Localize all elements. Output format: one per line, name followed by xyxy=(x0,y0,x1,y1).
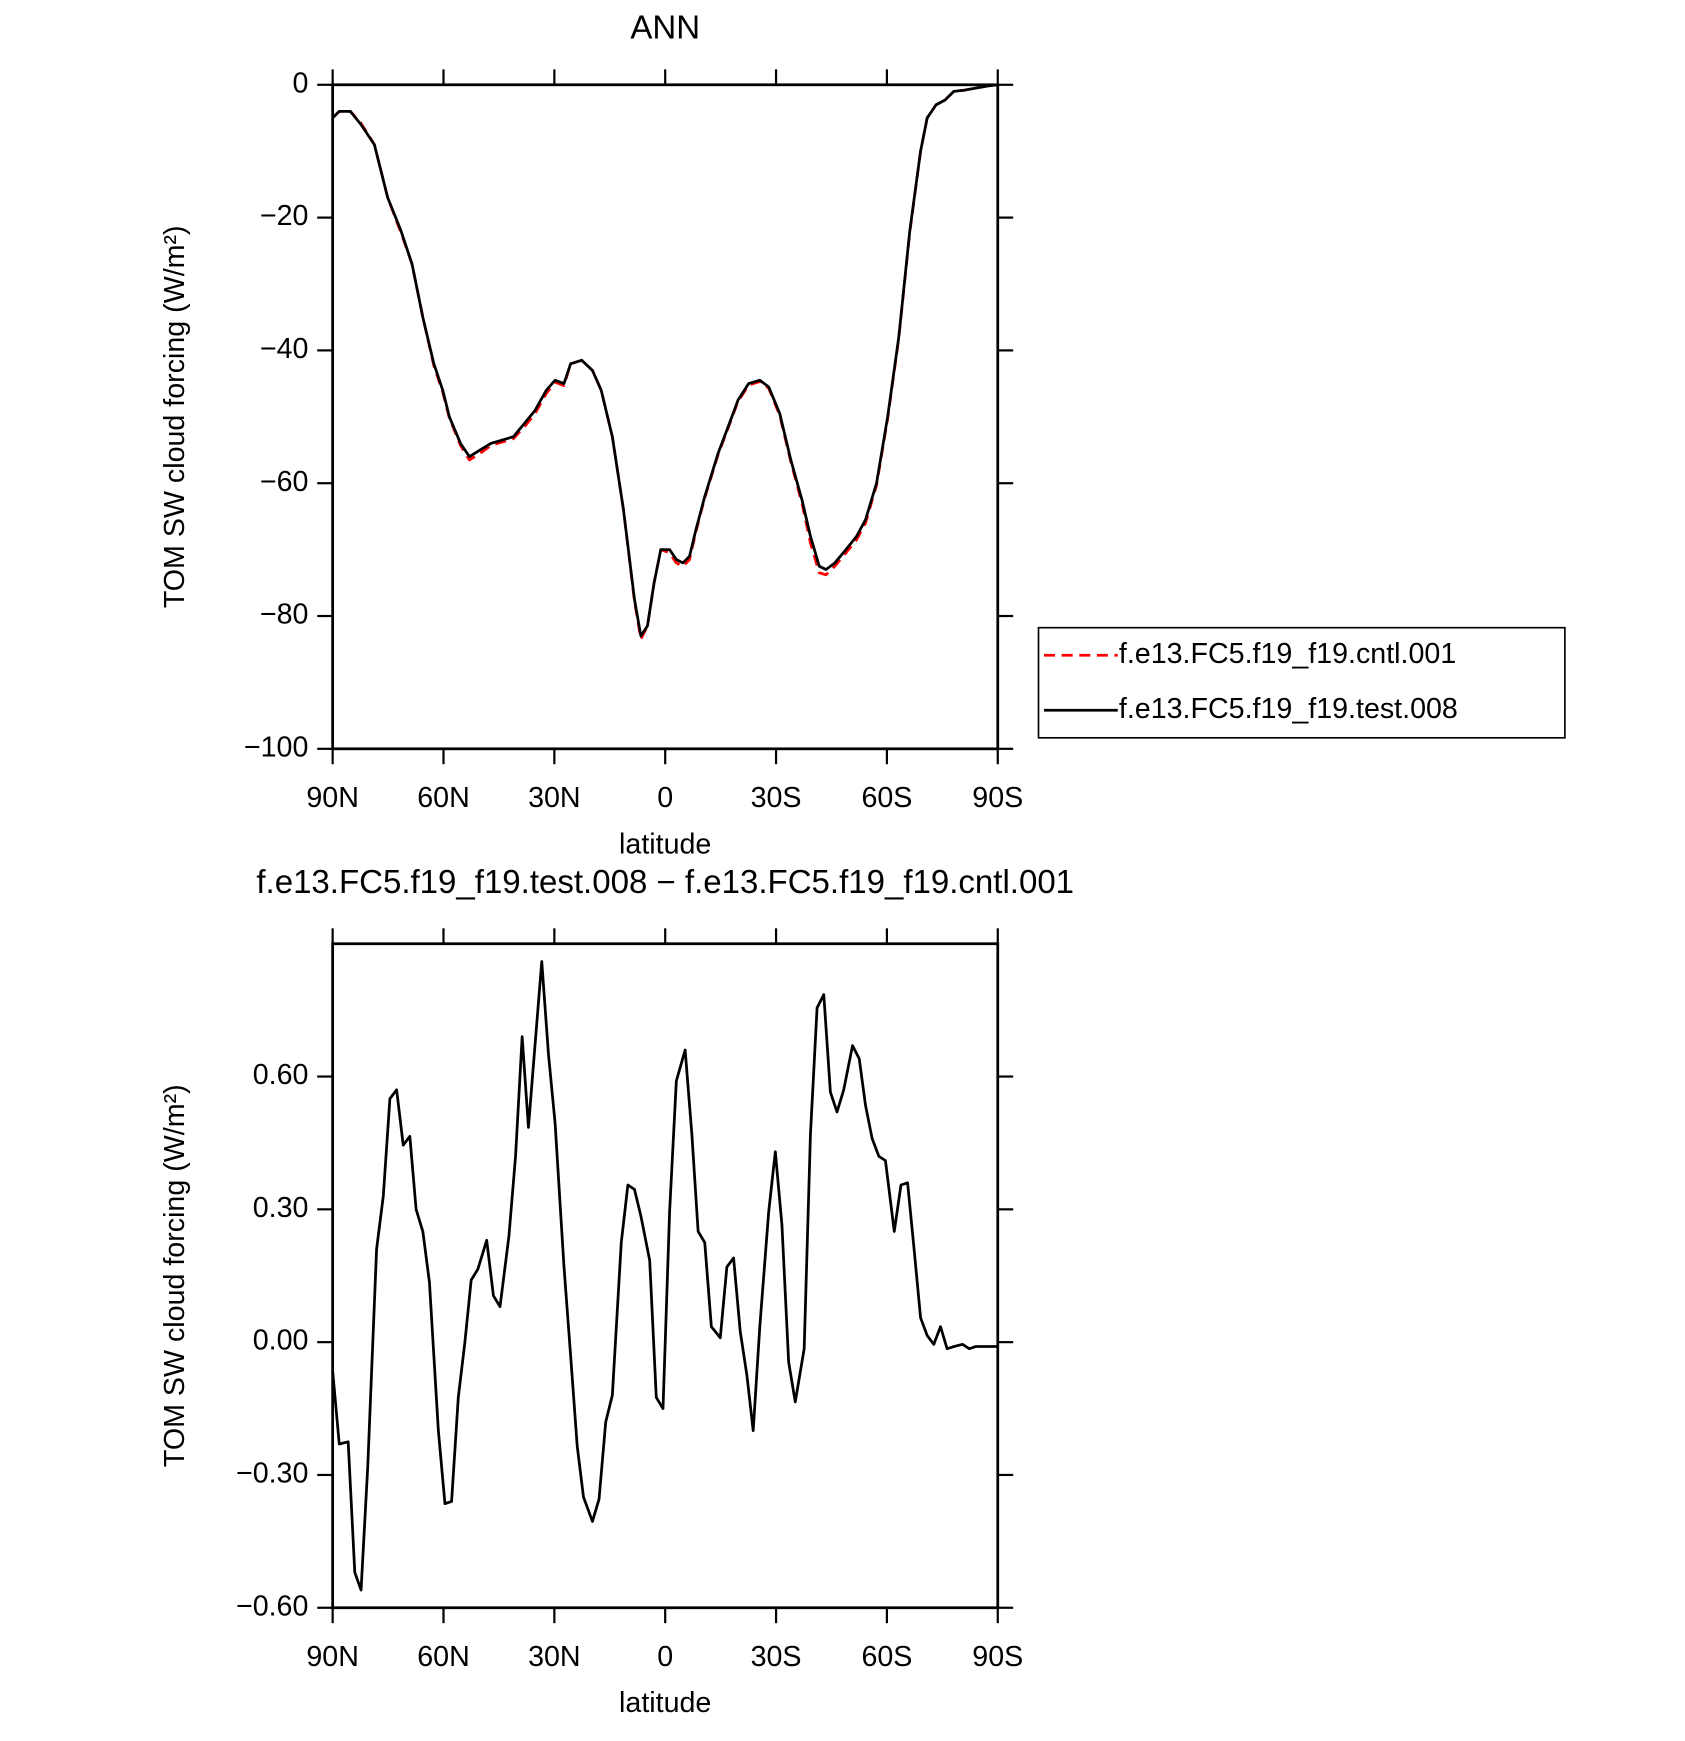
x-tick-label: 0 xyxy=(657,782,673,814)
x-tick-label: 90N xyxy=(306,782,359,814)
x-tick-label: 60N xyxy=(417,782,470,814)
x-tick-label: 30S xyxy=(751,782,802,814)
x-tick-label: 60S xyxy=(861,782,912,814)
x-tick-label: 30N xyxy=(528,782,581,814)
y-tick-label: 0 xyxy=(292,67,308,99)
y-tick-label: 0.30 xyxy=(253,1192,309,1224)
x-tick-label: 0 xyxy=(657,1641,673,1673)
x-tick-label: 90N xyxy=(306,1641,359,1673)
plot-frame xyxy=(331,942,1000,1610)
x-tick-label: 30N xyxy=(528,1641,581,1673)
y-tick-label: −100 xyxy=(244,731,308,763)
legend-label: f.e13.FC5.f19_f19.test.008 xyxy=(1119,693,1458,725)
x-tick-label: 60S xyxy=(861,1641,912,1673)
y-tick-label: −80 xyxy=(260,599,309,631)
y-tick-label: −0.30 xyxy=(236,1458,308,1490)
y-axis-label: TOM SW cloud forcing (W/m²) xyxy=(159,1084,191,1467)
legend-box xyxy=(1037,626,1566,739)
y-axis-label: TOM SW cloud forcing (W/m²) xyxy=(159,225,191,608)
chart-title: f.e13.FC5.f19_f19.test.008 − f.e13.FC5.f… xyxy=(256,863,1074,900)
y-tick-label: −60 xyxy=(260,466,309,498)
y-tick-label: 0.00 xyxy=(253,1325,309,1357)
x-axis-label: latitude xyxy=(619,828,711,860)
x-tick-label: 90S xyxy=(972,1641,1023,1673)
chart-title: ANN xyxy=(630,8,700,45)
legend-label: f.e13.FC5.f19_f19.cntl.001 xyxy=(1119,638,1456,670)
plot-frame xyxy=(331,83,1000,751)
y-tick-label: −40 xyxy=(260,333,309,365)
y-tick-label: 0.60 xyxy=(253,1059,309,1091)
x-tick-label: 60N xyxy=(417,1641,470,1673)
x-tick-label: 90S xyxy=(972,782,1023,814)
data-line xyxy=(331,83,998,638)
y-tick-label: −0.60 xyxy=(236,1590,308,1622)
x-axis-label: latitude xyxy=(619,1687,711,1719)
y-tick-label: −20 xyxy=(260,200,309,232)
data-line xyxy=(331,960,998,1592)
x-tick-label: 30S xyxy=(751,1641,802,1673)
